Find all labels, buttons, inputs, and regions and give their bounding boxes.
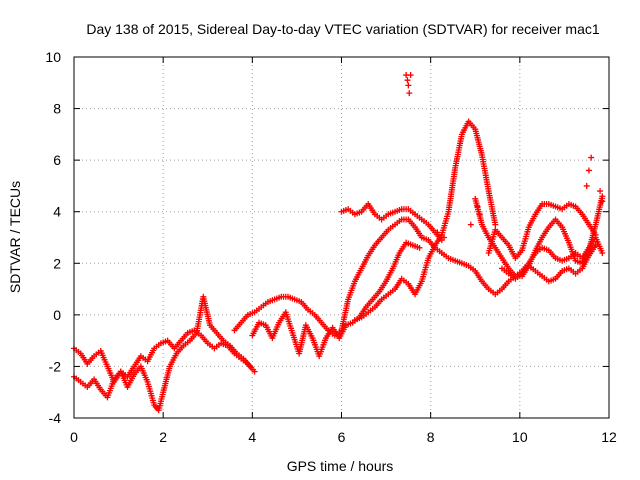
data-point-track-g: [599, 249, 606, 256]
data-point-track-a: [251, 368, 258, 375]
data-point-track-i: [592, 231, 599, 238]
data-point-track-j: [592, 242, 599, 249]
data-point-track-b: [247, 363, 254, 370]
data-point-outliers: [585, 167, 592, 174]
data-point-outliers: [405, 82, 412, 89]
axis-ticks: [73, 56, 610, 419]
data-marks: [71, 72, 606, 414]
y-tick-label: 6: [53, 152, 61, 168]
data-point-outliers: [476, 211, 483, 218]
x-tick-label: 10: [512, 429, 528, 445]
data-point-outliers: [474, 203, 481, 210]
data-point-outliers: [406, 90, 413, 97]
x-tick-label: 0: [70, 429, 78, 445]
data-point-outliers: [583, 182, 590, 189]
data-point-outliers: [407, 72, 414, 79]
y-tick-label: -2: [49, 358, 62, 374]
data-point-outliers: [441, 234, 448, 241]
y-axis-label: SDTVAR / TECUs: [7, 181, 23, 293]
chart-title: Day 138 of 2015, Sidereal Day-to-day VTE…: [86, 21, 599, 37]
y-tick-label: 4: [53, 204, 61, 220]
tick-labels: 0 2 4 6 8 10 12 -4 -2 0 2 4 6 8 10: [45, 49, 617, 445]
data-point-outliers: [599, 198, 606, 205]
data-point-track-d: [416, 244, 423, 251]
data-point-track-f: [492, 221, 499, 228]
x-tick-label: 12: [601, 429, 617, 445]
y-tick-label: 2: [53, 255, 61, 271]
data-point-outliers: [404, 77, 411, 84]
data-point-outliers: [588, 154, 595, 161]
data-point-outliers: [434, 229, 441, 236]
data-point-outliers: [597, 188, 604, 195]
y-tick-label: 0: [53, 307, 61, 323]
grid: [74, 57, 609, 418]
x-tick-label: 6: [338, 429, 346, 445]
y-tick-label: 8: [53, 101, 61, 117]
x-tick-label: 4: [248, 429, 256, 445]
x-tick-label: 2: [159, 429, 167, 445]
data-point-track-h: [599, 193, 606, 200]
y-tick-label: -4: [49, 410, 62, 426]
x-axis-label: GPS time / hours: [287, 458, 394, 474]
x-tick-label: 8: [427, 429, 435, 445]
data-point-outliers: [467, 221, 474, 228]
y-tick-label: 10: [45, 49, 61, 65]
